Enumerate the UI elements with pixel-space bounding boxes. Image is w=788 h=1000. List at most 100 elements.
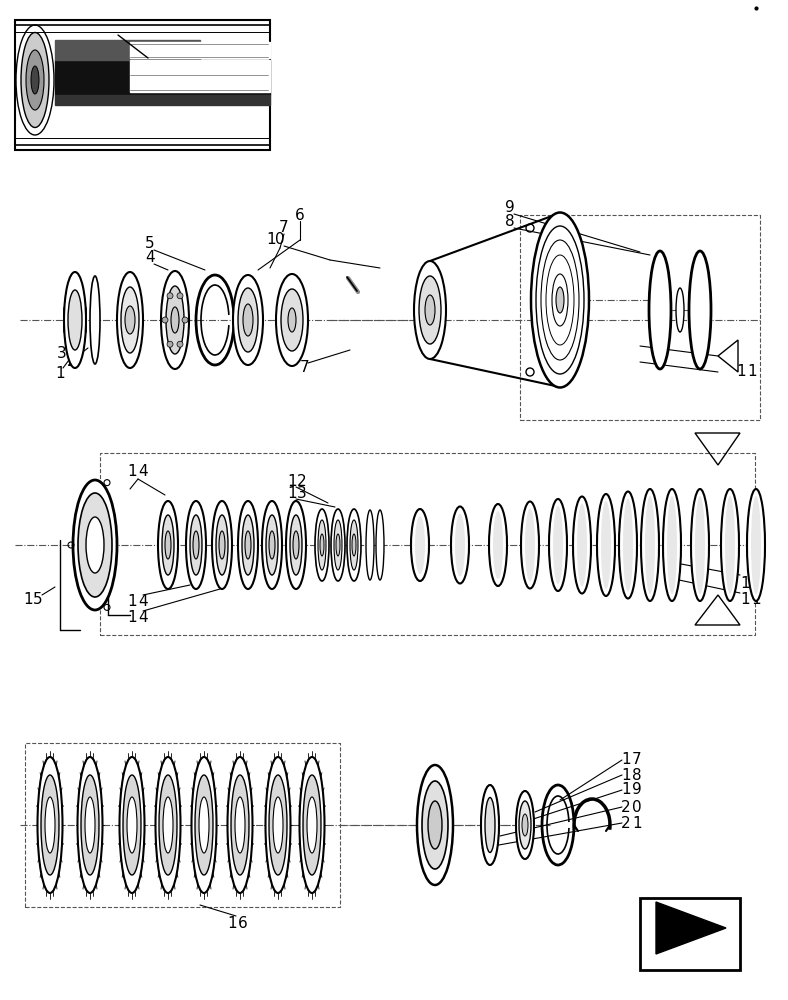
Ellipse shape (290, 515, 302, 575)
Text: 1: 1 (621, 752, 631, 768)
Text: 1: 1 (621, 768, 631, 782)
Text: 0: 0 (275, 232, 284, 247)
Ellipse shape (233, 275, 263, 365)
Ellipse shape (352, 534, 356, 556)
Text: 3: 3 (297, 486, 307, 500)
Ellipse shape (171, 307, 179, 333)
Ellipse shape (691, 489, 709, 601)
Ellipse shape (366, 510, 374, 580)
Ellipse shape (77, 757, 102, 893)
Ellipse shape (177, 293, 183, 299)
Text: 1: 1 (621, 782, 631, 798)
Text: 1: 1 (23, 591, 33, 606)
Text: 6: 6 (238, 916, 248, 930)
Ellipse shape (419, 276, 441, 344)
Ellipse shape (641, 489, 659, 601)
Ellipse shape (336, 534, 340, 556)
Ellipse shape (78, 493, 112, 597)
Ellipse shape (266, 757, 291, 893)
Text: 4: 4 (138, 593, 148, 608)
Ellipse shape (191, 757, 217, 893)
Ellipse shape (422, 781, 448, 869)
Ellipse shape (303, 775, 321, 875)
Ellipse shape (619, 491, 637, 598)
Ellipse shape (320, 534, 324, 556)
Ellipse shape (334, 520, 342, 570)
Ellipse shape (481, 785, 499, 865)
Text: 6: 6 (296, 208, 305, 223)
Ellipse shape (519, 801, 531, 849)
Ellipse shape (695, 496, 705, 594)
Ellipse shape (195, 775, 213, 875)
Ellipse shape (347, 509, 361, 581)
Ellipse shape (276, 274, 308, 366)
Ellipse shape (199, 797, 209, 853)
Text: 1: 1 (55, 365, 65, 380)
Text: 4: 4 (145, 250, 154, 265)
Ellipse shape (522, 814, 528, 836)
Ellipse shape (238, 288, 258, 352)
Text: 1: 1 (740, 576, 750, 590)
Text: 1: 1 (287, 474, 297, 488)
Ellipse shape (193, 531, 199, 559)
Ellipse shape (516, 791, 534, 859)
Ellipse shape (161, 271, 189, 369)
Ellipse shape (331, 509, 345, 581)
Ellipse shape (549, 499, 567, 591)
Ellipse shape (553, 506, 563, 584)
Ellipse shape (86, 517, 104, 573)
Text: 1: 1 (127, 464, 137, 480)
Text: 0: 0 (632, 800, 641, 814)
Ellipse shape (266, 515, 278, 575)
Text: 1: 1 (751, 576, 760, 590)
Ellipse shape (38, 757, 62, 893)
Ellipse shape (307, 797, 317, 853)
Polygon shape (130, 60, 270, 92)
Ellipse shape (245, 531, 251, 559)
Polygon shape (130, 42, 270, 58)
Ellipse shape (293, 531, 299, 559)
Ellipse shape (649, 251, 671, 369)
Ellipse shape (81, 775, 99, 875)
Text: 1: 1 (227, 916, 237, 930)
Ellipse shape (601, 501, 611, 589)
Polygon shape (55, 60, 270, 95)
Ellipse shape (123, 775, 141, 875)
Ellipse shape (26, 50, 44, 110)
Text: 5: 5 (33, 591, 43, 606)
Ellipse shape (242, 515, 254, 575)
Text: 1: 1 (740, 592, 750, 607)
Text: 2: 2 (621, 800, 631, 814)
Ellipse shape (751, 496, 761, 594)
Ellipse shape (177, 341, 183, 347)
Text: 7: 7 (632, 752, 641, 768)
Text: 1: 1 (287, 486, 297, 500)
Ellipse shape (281, 289, 303, 351)
Ellipse shape (238, 501, 258, 589)
Ellipse shape (531, 213, 589, 387)
Ellipse shape (676, 288, 684, 332)
Text: 2: 2 (67, 355, 76, 369)
Ellipse shape (182, 317, 188, 323)
Ellipse shape (573, 496, 591, 593)
Ellipse shape (31, 66, 39, 94)
Ellipse shape (428, 801, 442, 849)
Ellipse shape (721, 489, 739, 601)
Ellipse shape (269, 531, 275, 559)
Text: 9: 9 (632, 782, 642, 798)
Ellipse shape (117, 272, 143, 368)
Ellipse shape (21, 32, 49, 127)
Ellipse shape (186, 501, 206, 589)
Text: 2: 2 (297, 474, 307, 488)
Ellipse shape (262, 501, 282, 589)
Text: 7: 7 (300, 360, 310, 375)
Text: 1: 1 (736, 364, 745, 379)
Ellipse shape (689, 251, 711, 369)
Ellipse shape (645, 496, 655, 594)
Ellipse shape (597, 494, 615, 596)
Bar (15, 20, 270, 150)
Ellipse shape (667, 496, 677, 594)
Bar (640, 898, 740, 970)
Ellipse shape (158, 501, 178, 589)
Ellipse shape (85, 797, 95, 853)
